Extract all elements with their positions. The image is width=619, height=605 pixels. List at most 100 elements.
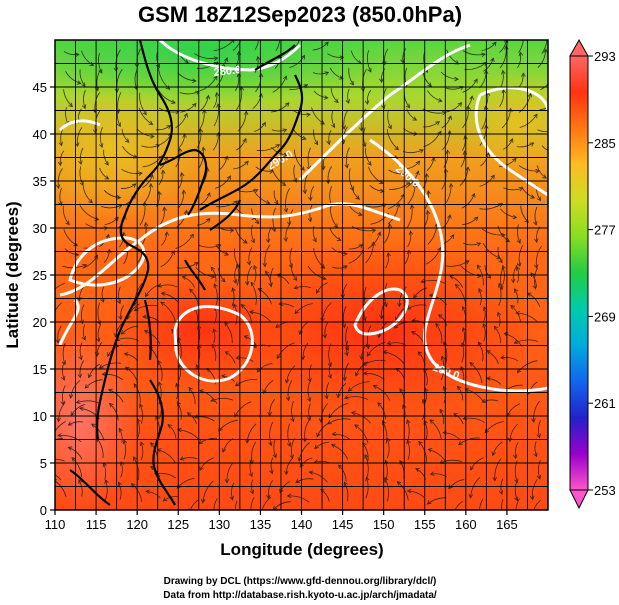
streamline-arrowhead bbox=[513, 339, 519, 344]
streamline-arrowhead bbox=[170, 250, 176, 256]
streamline-arrowhead bbox=[536, 433, 541, 439]
streamline bbox=[270, 102, 290, 113]
streamline bbox=[503, 187, 523, 191]
streamline-arrowhead bbox=[409, 204, 415, 210]
streamline bbox=[55, 474, 62, 481]
streamline-arrowhead bbox=[234, 412, 239, 418]
streamline bbox=[313, 129, 319, 145]
streamline-arrowhead bbox=[294, 309, 299, 315]
streamline bbox=[160, 207, 165, 225]
coast-borneo bbox=[69, 469, 111, 506]
streamline bbox=[79, 69, 86, 87]
streamline-arrowhead bbox=[76, 80, 82, 85]
streamline bbox=[449, 275, 464, 288]
streamline bbox=[398, 286, 407, 307]
streamline-arrowhead bbox=[254, 219, 260, 225]
streamline bbox=[253, 189, 270, 204]
streamline bbox=[202, 480, 214, 503]
streamline-arrowhead bbox=[81, 82, 86, 87]
streamline-arrowhead bbox=[224, 155, 229, 161]
streamline-arrowhead bbox=[536, 196, 541, 202]
streamline-arrowhead bbox=[377, 231, 382, 237]
streamline bbox=[413, 287, 428, 299]
streamline-arrowhead bbox=[301, 135, 307, 141]
streamline bbox=[368, 166, 383, 184]
streamline bbox=[79, 360, 85, 378]
streamline bbox=[253, 265, 257, 283]
streamline-arrowhead bbox=[161, 169, 166, 175]
streamline bbox=[252, 93, 262, 109]
streamline-arrowhead bbox=[510, 304, 515, 310]
credit-line-2: Data from http://database.rish.kyoto-u.a… bbox=[163, 590, 437, 601]
streamline-arrowhead bbox=[229, 228, 235, 233]
streamline bbox=[255, 73, 262, 92]
streamline bbox=[214, 175, 231, 189]
streamline-arrowhead bbox=[497, 311, 502, 317]
streamline-arrowhead bbox=[514, 478, 519, 484]
streamline bbox=[224, 322, 233, 344]
streamline bbox=[312, 226, 317, 242]
streamline bbox=[175, 113, 188, 129]
streamline bbox=[272, 501, 291, 510]
streamline bbox=[156, 51, 160, 68]
streamline bbox=[213, 328, 216, 344]
streamline-arrowhead bbox=[253, 264, 258, 270]
streamline-arrowhead bbox=[105, 233, 110, 239]
streamline-arrowhead bbox=[143, 329, 149, 334]
streamline bbox=[62, 343, 66, 365]
coast-philippines bbox=[149, 379, 176, 506]
streamline bbox=[248, 247, 253, 265]
colorbar-bottom-arrow bbox=[569, 489, 589, 510]
streamline-arrowhead bbox=[281, 181, 287, 186]
streamline-arrowhead bbox=[302, 189, 307, 195]
streamline-arrowhead bbox=[484, 105, 489, 111]
streamline bbox=[516, 312, 538, 323]
streamline-arrowhead bbox=[183, 209, 189, 215]
streamline bbox=[329, 227, 341, 241]
contour-290-d bbox=[353, 287, 409, 336]
streamline bbox=[180, 457, 198, 460]
streamline-arrowhead bbox=[447, 214, 452, 219]
streamline-arrowhead bbox=[56, 417, 61, 423]
streamline-arrowhead bbox=[342, 376, 347, 382]
streamline bbox=[138, 107, 153, 125]
streamline bbox=[423, 131, 442, 148]
streamline-arrowhead bbox=[240, 304, 246, 309]
streamline bbox=[225, 351, 236, 364]
streamline bbox=[235, 86, 243, 111]
streamline-arrowhead bbox=[224, 57, 229, 62]
streamline bbox=[497, 246, 503, 263]
streamline-arrowhead bbox=[284, 378, 290, 384]
streamline-arrowhead bbox=[527, 92, 533, 98]
streamline bbox=[213, 40, 235, 52]
streamline-arrowhead bbox=[191, 102, 197, 108]
streamline-arrowhead bbox=[423, 367, 428, 373]
streamline-arrowhead bbox=[534, 238, 539, 244]
streamline-arrowhead bbox=[415, 468, 420, 473]
streamline-arrowhead bbox=[492, 476, 497, 482]
streamline bbox=[292, 40, 300, 51]
streamline-arrowhead bbox=[426, 500, 432, 505]
chart-title: GSM 18Z12Sep2023 (850.0hPa) bbox=[138, 2, 462, 27]
streamline-arrowhead bbox=[118, 427, 123, 433]
streamline-arrowhead bbox=[486, 274, 492, 279]
y-axis-title: Latitude (degrees) bbox=[3, 201, 22, 348]
streamline-arrowhead bbox=[67, 421, 73, 426]
streamline bbox=[461, 193, 475, 209]
streamline bbox=[254, 56, 259, 73]
streamline-arrowhead bbox=[272, 453, 277, 459]
y-tick-label: 30 bbox=[33, 221, 47, 236]
streamline bbox=[440, 71, 459, 80]
streamline-arrowhead bbox=[321, 276, 327, 281]
streamline-arrowhead bbox=[509, 138, 514, 143]
streamline-arrowhead bbox=[122, 439, 128, 445]
streamline-arrowhead bbox=[144, 292, 150, 298]
streamline bbox=[63, 89, 73, 107]
streamline bbox=[299, 457, 313, 468]
streamline-arrowhead bbox=[324, 41, 329, 47]
streamline bbox=[102, 373, 124, 381]
streamline bbox=[349, 244, 363, 250]
streamline bbox=[355, 361, 369, 377]
streamline-arrowhead bbox=[295, 478, 301, 483]
streamline bbox=[367, 325, 372, 349]
